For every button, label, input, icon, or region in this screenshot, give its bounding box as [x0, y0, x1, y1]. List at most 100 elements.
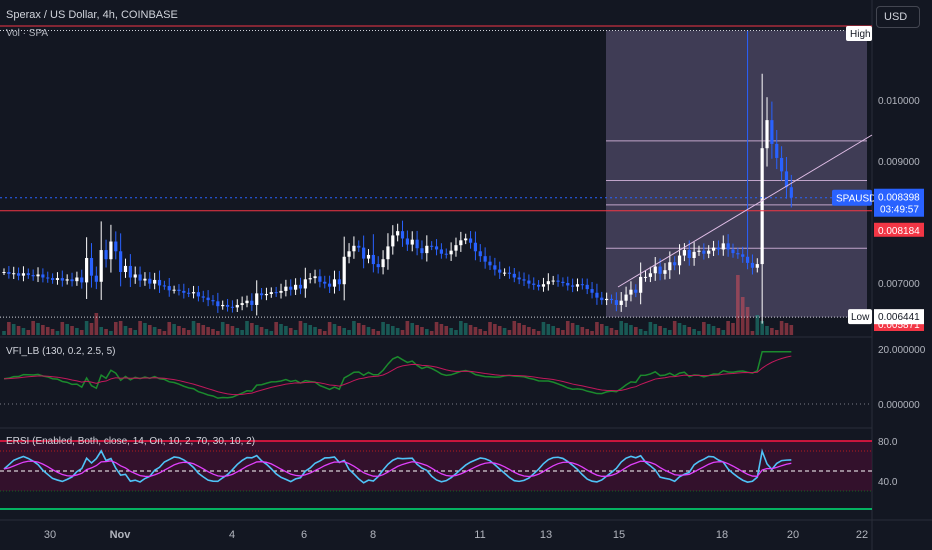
candle: [711, 247, 716, 251]
time-tick-label: 8: [370, 529, 376, 541]
range-box: [606, 30, 867, 318]
volume-bar: [575, 325, 580, 335]
time-tick-label: 13: [540, 529, 552, 541]
candle: [211, 300, 215, 302]
volume-bar: [439, 324, 444, 335]
candle: [337, 279, 341, 285]
price-tick-label: 0.007000: [878, 279, 920, 290]
candle: [668, 262, 672, 271]
volume-bar: [60, 322, 65, 335]
volume-bar: [50, 329, 55, 335]
lines-layer: [0, 25, 873, 318]
time-tick-label: 20: [787, 529, 799, 541]
candle: [663, 270, 667, 274]
candle: [60, 278, 64, 281]
volume-bar: [186, 330, 191, 335]
candle: [731, 249, 735, 254]
low-value-tag: [874, 309, 924, 325]
candle: [716, 247, 721, 250]
candle: [162, 285, 166, 287]
candle: [459, 240, 463, 246]
volume-bar: [449, 328, 453, 335]
candle: [736, 253, 740, 255]
candle: [46, 277, 50, 279]
time-tick-label: 18: [716, 529, 728, 541]
candle: [595, 292, 599, 298]
volume-bar: [444, 326, 449, 335]
volume-bar: [634, 327, 638, 335]
candle: [444, 253, 448, 255]
currency-button[interactable]: USD: [876, 6, 920, 28]
candle: [784, 171, 789, 188]
candle: [464, 238, 468, 241]
candle: [556, 280, 560, 282]
volume-bar: [376, 331, 381, 335]
volume-bar: [629, 325, 633, 335]
candle: [70, 279, 74, 282]
low-tag: [848, 309, 872, 325]
candle: [31, 275, 35, 277]
volume-label: Vol · SPA: [6, 28, 49, 39]
volume-bar: [570, 323, 575, 335]
volume-bar: [191, 321, 196, 335]
candle: [512, 273, 516, 278]
volume-bar: [269, 331, 274, 335]
candle: [697, 250, 701, 252]
price-axis[interactable]: 0.007000 0.009000 0.010000 SPAUSD 0.00839803…: [832, 26, 926, 488]
candle: [357, 245, 361, 248]
volume-bar: [478, 329, 483, 335]
time-axis[interactable]: 30 Nov 4 6 8 11 13 15 18 20 22: [44, 529, 868, 541]
candle: [507, 272, 512, 274]
volume-bar: [220, 322, 225, 335]
candle: [415, 239, 419, 249]
volume-bar: [259, 327, 264, 335]
candle: [517, 277, 521, 280]
candle: [114, 241, 118, 252]
candle: [16, 273, 21, 276]
volume-bar: [429, 331, 434, 335]
ersi-signal-line: [3, 460, 792, 478]
candle: [775, 143, 779, 158]
volume-bar: [211, 329, 215, 335]
countdown-label: 03:49:57: [880, 205, 919, 216]
volume-bar: [473, 327, 478, 335]
volume-bar: [36, 323, 40, 335]
volume-bar: [332, 324, 337, 335]
candle: [410, 239, 414, 245]
candle: [157, 279, 162, 286]
volume-bar: [595, 322, 599, 335]
volume-bar: [172, 324, 176, 335]
volume-bar: [770, 328, 774, 335]
volume-bar: [152, 327, 157, 335]
volume-bar: [308, 325, 312, 335]
volume-bar: [624, 323, 628, 335]
volume-bar: [468, 325, 473, 335]
candle: [245, 300, 249, 304]
volume-bar: [230, 326, 235, 335]
candle: [75, 277, 79, 282]
candle: [362, 247, 366, 259]
volume-bar: [240, 330, 244, 335]
volume-bar: [381, 322, 385, 335]
volume-bar: [619, 321, 624, 335]
volume-bar: [16, 326, 21, 335]
volume-bar: [585, 329, 589, 335]
volume-bar: [702, 322, 706, 335]
volume-bar: [692, 329, 696, 335]
candle: [332, 279, 337, 287]
candle: [109, 241, 113, 260]
volume-bar: [356, 323, 361, 335]
candle: [760, 148, 764, 265]
candle: [177, 289, 181, 291]
volume-layer: [2, 275, 794, 335]
candle: [172, 289, 176, 291]
volume-bar: [638, 329, 643, 335]
volume-bar: [531, 329, 536, 335]
candle: [191, 292, 196, 294]
candle: [585, 284, 589, 290]
candle: [682, 250, 686, 256]
time-tick-label: 22: [856, 529, 868, 541]
symbol-title: Sperax / US Dollar, 4h, COINBASE: [6, 9, 178, 21]
volume-bar: [109, 331, 113, 335]
